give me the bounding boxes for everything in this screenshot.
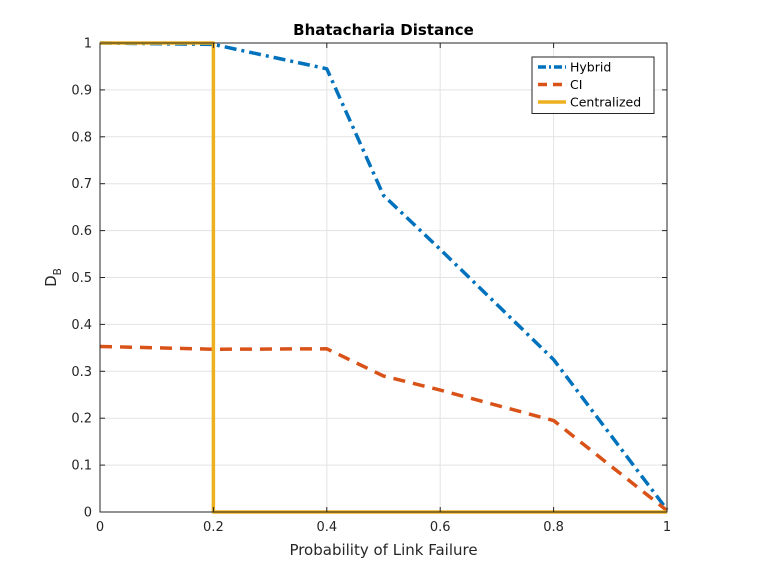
chart-title: Bhatacharia Distance [293,21,474,39]
y-axis-title-subscript: B [52,268,64,275]
y-tick-label: 0 [84,506,92,521]
y-tick-label: 0.9 [71,83,92,98]
x-tick-label: 1 [663,520,671,535]
y-tick-label: 0.6 [71,224,92,239]
legend-label-ci: CI [570,77,582,92]
y-axis-title: DB [42,268,64,287]
y-tick-label: 0.7 [71,177,92,192]
x-tick-label: 0.2 [203,520,224,535]
y-tick-label: 0.4 [71,318,92,333]
tick-labels: 0 0.2 0.4 0.6 0.8 1 0 0.1 0.2 0.3 0.4 0.5 0.6 0.7 0.8 0… [71,37,671,536]
x-tick-label: 0.6 [430,520,451,535]
y-tick-label: 0.3 [71,365,92,380]
series-line-ci [99,344,669,512]
legend-label-hybrid: Hybrid [570,60,611,75]
y-axis-title-main: D [42,275,60,287]
legend-label-centralized: Centralized [570,95,641,110]
y-tick-label: 0.8 [71,130,92,145]
y-tick-label: 0.5 [71,271,92,286]
tick-marks [99,42,668,513]
y-tick-label: 0.1 [71,459,92,474]
legend: Hybrid CI Centralized [531,56,655,114]
legend-box [531,56,655,114]
y-tick-label: 0.2 [71,412,92,427]
x-tick-label: 0 [96,520,104,535]
x-tick-label: 0.4 [316,520,337,535]
x-tick-label: 0.8 [543,520,564,535]
x-axis-title: Probability of Link Failure [289,541,477,559]
y-tick-label: 1 [84,37,92,52]
series-line-hybrid [99,41,669,511]
